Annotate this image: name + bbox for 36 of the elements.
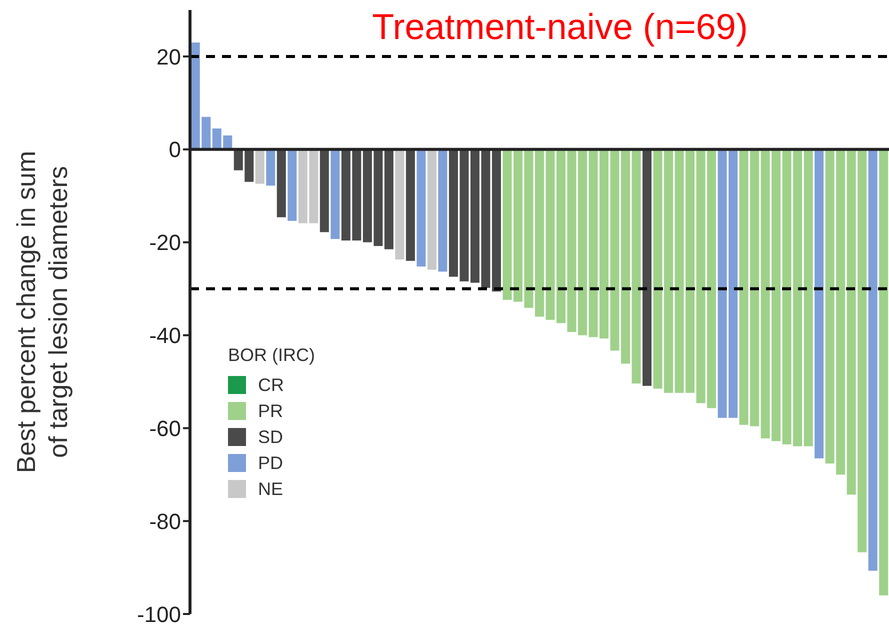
- legend-label: PD: [258, 452, 284, 474]
- bar: [868, 149, 878, 571]
- bar: [492, 149, 501, 292]
- bar: [879, 149, 888, 596]
- bar: [438, 149, 448, 272]
- bar: [416, 149, 426, 266]
- y-tick-label: -100: [136, 602, 181, 627]
- legend-title: BOR (IRC): [228, 345, 315, 366]
- y-tick-label: -80: [149, 508, 181, 534]
- bar: [642, 149, 652, 386]
- y-tick-label: 0: [168, 137, 181, 162]
- bar: [632, 149, 641, 384]
- y-axis-title: Best percent change in sum of target lesion diameters: [10, 150, 74, 476]
- bar: [276, 149, 286, 218]
- y-tick-label: -40: [149, 323, 181, 348]
- bar: [384, 149, 394, 250]
- legend-label: SD: [258, 426, 284, 448]
- bar: [320, 149, 329, 232]
- legend-label: NE: [258, 478, 284, 500]
- bar: [288, 149, 297, 221]
- chart-title: Treatment-naive (n=69): [371, 6, 749, 48]
- bar: [814, 149, 824, 458]
- bar: [502, 149, 512, 300]
- y-tick-label: -60: [149, 416, 181, 441]
- bar: [804, 149, 813, 446]
- bar: [406, 149, 415, 261]
- bar: [395, 149, 404, 260]
- y-tick-label: -20: [149, 230, 181, 256]
- legend-label: PR: [258, 400, 284, 422]
- bar: [427, 149, 436, 270]
- bar: [578, 149, 587, 336]
- bar: [266, 149, 276, 186]
- y-tick-label: 20: [156, 44, 181, 70]
- bar: [330, 149, 340, 240]
- legend-label: CR: [258, 374, 284, 396]
- bar: [255, 149, 264, 184]
